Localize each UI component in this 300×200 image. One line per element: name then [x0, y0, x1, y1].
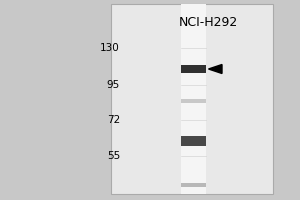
- Text: 130: 130: [100, 43, 120, 53]
- Bar: [111, 4, 273, 194]
- Bar: [181, 65, 206, 73]
- Polygon shape: [208, 64, 222, 73]
- Bar: [181, 4, 206, 194]
- Text: NCI-H292: NCI-H292: [179, 16, 238, 29]
- Bar: [181, 99, 206, 103]
- Text: 55: 55: [107, 151, 120, 161]
- Bar: [181, 183, 206, 187]
- Bar: [181, 136, 206, 146]
- Text: 72: 72: [107, 115, 120, 125]
- Text: 95: 95: [107, 80, 120, 90]
